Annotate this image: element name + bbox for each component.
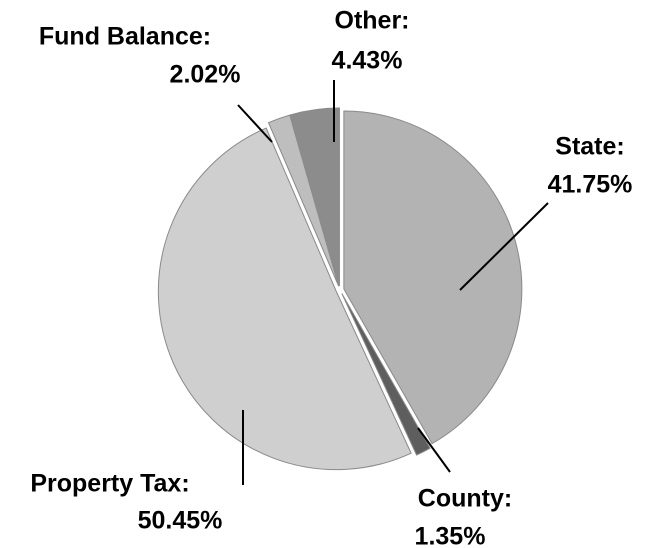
slice [267,114,340,287]
slice-label: County: [418,485,512,513]
slice [343,110,523,445]
value-label: 50.45% [138,507,223,535]
pie [157,107,523,471]
slice-label: Property Tax: [30,470,189,498]
leader-line [237,104,273,143]
slice-label: State: [555,133,624,161]
value-label: 4.43% [332,47,403,75]
slice-label: Other: [335,7,410,35]
slice [157,127,412,471]
value-label: 2.02% [170,61,241,89]
leader-line [417,427,451,473]
value-label: 1.35% [415,523,486,548]
slice [289,107,340,287]
leader-line [459,202,549,291]
value-label: 41.75% [548,171,633,199]
slice-label: Fund Balance: [39,23,211,51]
leader-lines [237,80,549,485]
slice [341,293,431,456]
